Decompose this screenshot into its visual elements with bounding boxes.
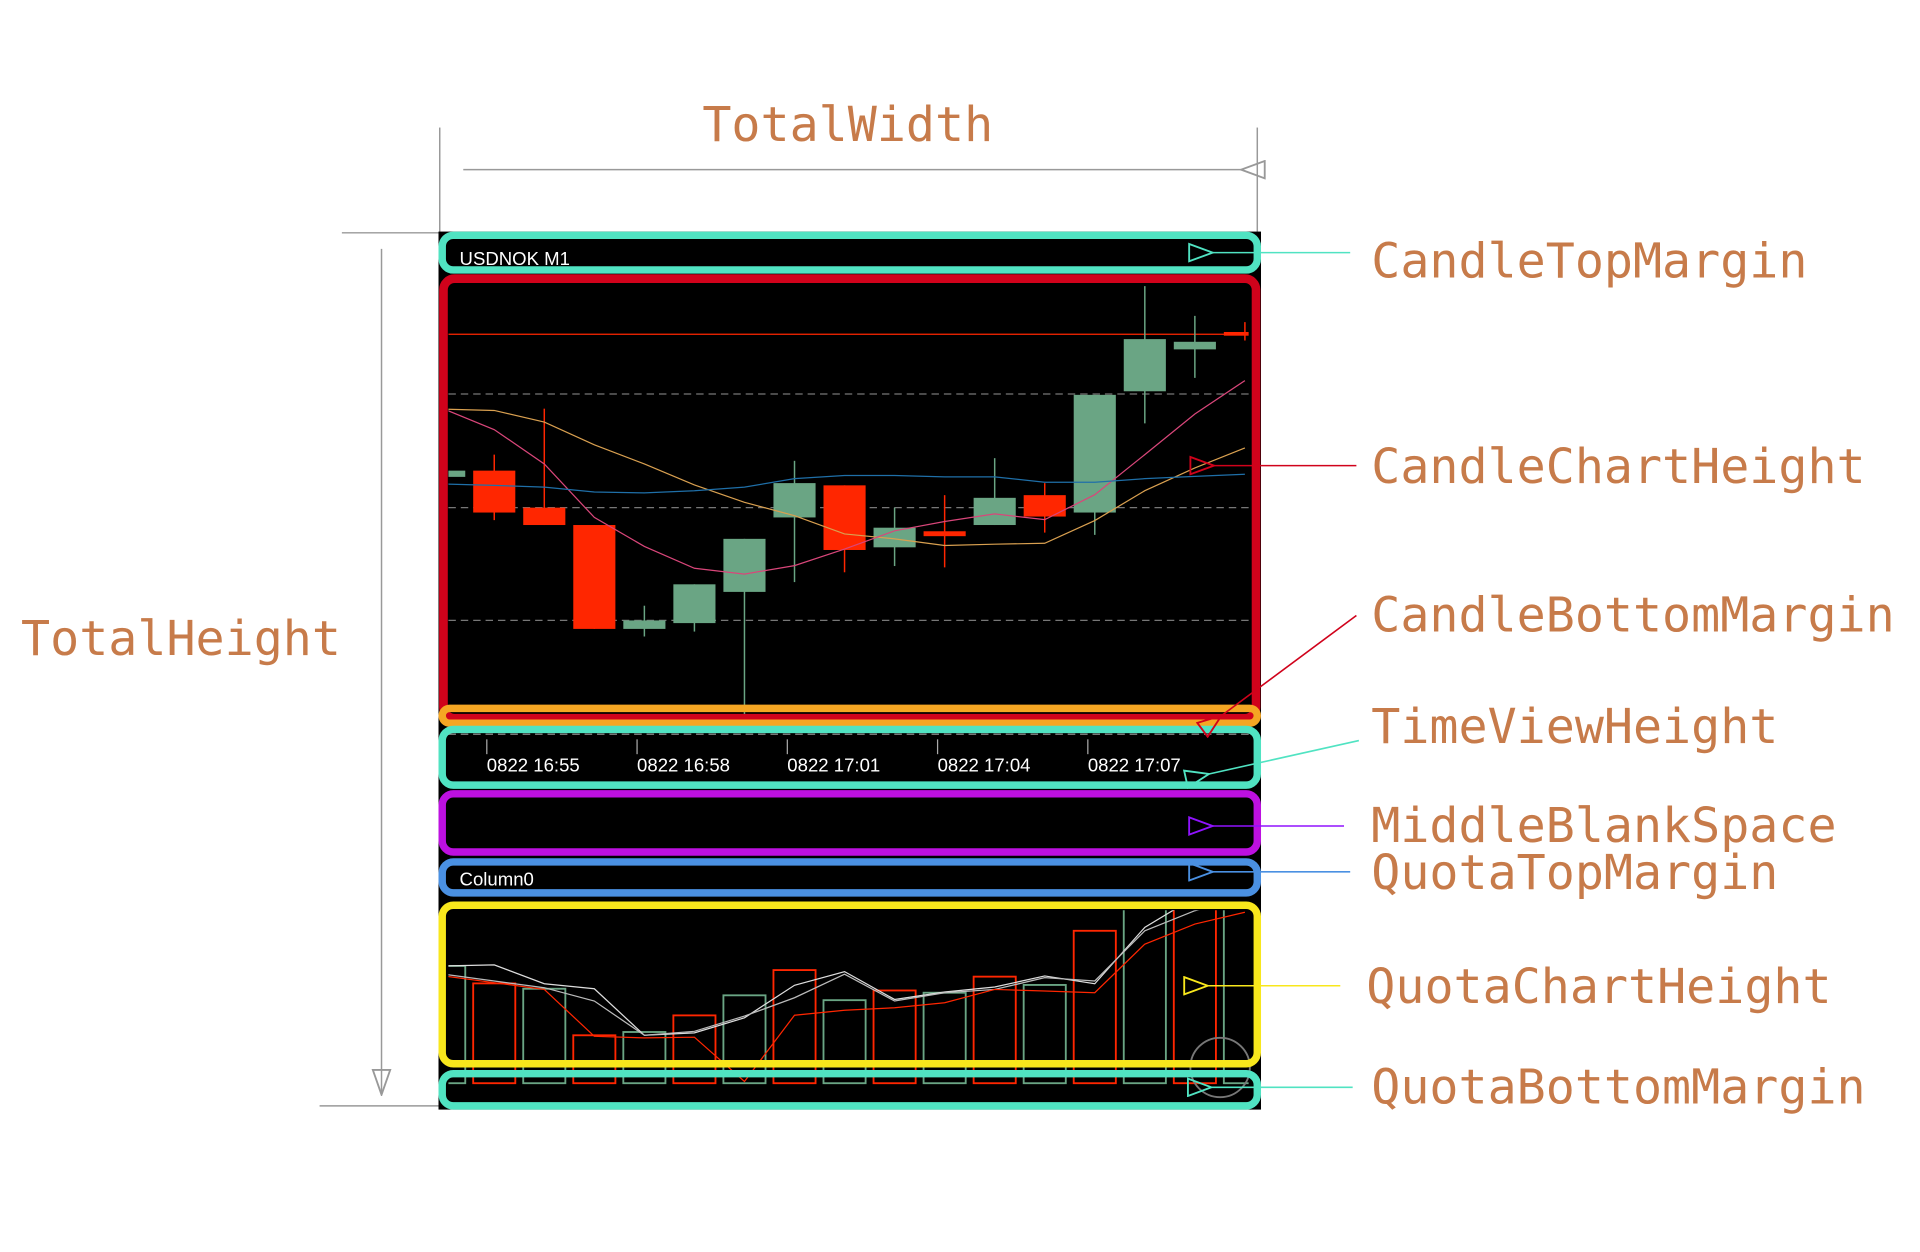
candle-up: [873, 527, 916, 548]
quota-bar: [772, 969, 817, 1085]
quota-line: [448, 911, 1246, 1083]
candle-top-margin-label: CandleTopMargin: [1371, 233, 1807, 289]
quota-bottom-margin-label: QuotaBottomMargin: [1371, 1059, 1865, 1115]
quota-chart-height-box: [438, 901, 1262, 1068]
candle-bottom-margin-arrow: [1221, 614, 1357, 715]
time-label: 0822 16:55: [487, 755, 580, 776]
quota-bar: [472, 982, 517, 1085]
middle-blank-space-label: MiddleBlankSpace: [1371, 798, 1836, 854]
quota-bar: [722, 994, 767, 1085]
total-width-label: TotalWidth: [702, 97, 993, 153]
candle-down: [573, 525, 616, 629]
quota-top-margin-box: [438, 858, 1262, 897]
ma-line-long: [448, 473, 1245, 494]
quota-bar: [1022, 984, 1067, 1085]
candle-up: [448, 470, 466, 477]
quota-bar: [522, 987, 567, 1085]
quota-chart: [448, 910, 1249, 1085]
candle-down: [473, 470, 516, 513]
quota-title: Column0: [460, 868, 534, 889]
time-label: 0822 16:58: [637, 755, 730, 776]
quota-bar: [1122, 910, 1167, 1085]
total-height-label: TotalHeight: [21, 611, 341, 667]
quota-bar: [1072, 929, 1117, 1085]
total-width-dimension: TotalWidth: [438, 97, 1258, 236]
candle-up: [1073, 394, 1116, 513]
candle-chart-height-box: [439, 274, 1261, 723]
candle-chart-height-label: CandleChartHeight: [1371, 439, 1865, 495]
time-label: 0822 17:07: [1088, 755, 1181, 776]
quota-bar: [972, 975, 1017, 1085]
time-view-height-arrow: [1209, 739, 1360, 774]
candle-up: [1123, 339, 1166, 392]
callout-labels: CandleTopMargin CandleChartHeight Candle…: [1366, 233, 1894, 1115]
candle-bottom-margin-box: [438, 704, 1262, 727]
quota-bar: [872, 989, 917, 1085]
quota-bar: [448, 964, 467, 1085]
time-view-height-box: [438, 725, 1262, 789]
middle-blank-space-box: [438, 790, 1262, 856]
candle-up: [673, 584, 716, 624]
candle-up: [623, 620, 666, 629]
quota-bar: [672, 1014, 717, 1085]
quota-bottom-margin-box: [438, 1069, 1262, 1110]
candle-bottom-margin-label: CandleBottomMargin: [1371, 588, 1894, 644]
quota-line: [448, 910, 1200, 1036]
quota-bar: [572, 1034, 617, 1085]
ma-line-slow: [448, 408, 1246, 547]
quota-bar: [822, 999, 867, 1085]
candle-down: [923, 531, 966, 537]
candle-up: [723, 538, 766, 592]
time-label: 0822 17:01: [787, 755, 880, 776]
candle-down: [1023, 495, 1066, 517]
symbol-title: USDNOK M1: [460, 248, 570, 269]
time-label: 0822 17:04: [938, 755, 1031, 776]
candle-chart: [448, 286, 1249, 716]
candle-down: [823, 485, 866, 550]
total-height-dimension: TotalHeight: [21, 232, 441, 1107]
time-axis: 0822 16:55 0822 16:58 0822 17:01 0822 17:04…: [448, 733, 1249, 776]
quota-bar: [622, 1031, 667, 1085]
candle-down: [1223, 331, 1249, 336]
time-view-height-label: TimeViewHeight: [1371, 699, 1778, 755]
candle-up: [973, 497, 1016, 526]
candle-down: [523, 507, 566, 526]
quota-chart-height-label: QuotaChartHeight: [1366, 959, 1831, 1015]
quota-top-margin-label: QuotaTopMargin: [1371, 845, 1778, 901]
candle-up: [1173, 341, 1216, 350]
